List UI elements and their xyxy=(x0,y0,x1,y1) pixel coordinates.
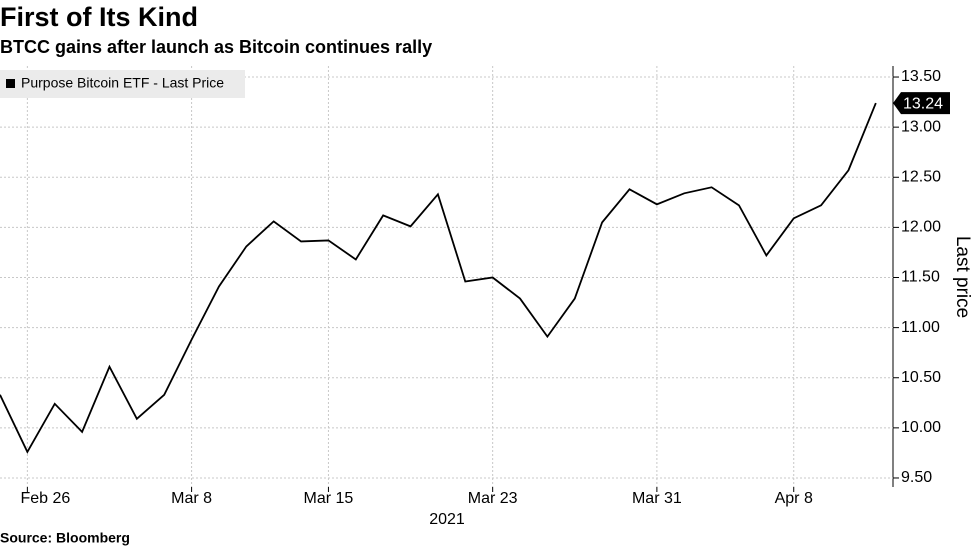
chart-title: First of Its Kind xyxy=(0,2,198,32)
value-tag xyxy=(893,92,950,115)
value-label: 13.24 xyxy=(903,95,943,112)
y-tick-label: 13.50 xyxy=(901,68,941,85)
y-axis-label: Last price xyxy=(952,236,973,318)
legend-swatch xyxy=(6,79,15,88)
y-tick-label: 9.50 xyxy=(901,469,932,486)
legend-label: Purpose Bitcoin ETF - Last Price xyxy=(21,75,224,91)
y-tick-label: 11.50 xyxy=(901,269,940,286)
y-tick-label: 10.50 xyxy=(901,369,941,386)
y-tick-label: 10.00 xyxy=(901,419,941,436)
y-tick-label: 11.00 xyxy=(901,319,940,336)
x-tick-label: Feb 26 xyxy=(20,490,70,507)
source: Source: Bloomberg xyxy=(0,530,130,546)
y-tick-label: 12.50 xyxy=(901,168,941,185)
chart-subtitle: BTCC gains after launch as Bitcoin conti… xyxy=(0,37,432,57)
x-axis-label: 2021 xyxy=(429,511,465,528)
y-tick-label: 13.00 xyxy=(901,118,941,135)
legend-box xyxy=(0,70,245,98)
x-tick-label: Mar 8 xyxy=(171,490,212,507)
line xyxy=(0,102,877,454)
x-tick-label: Mar 31 xyxy=(632,490,682,507)
x-tick-label: Mar 23 xyxy=(468,490,518,507)
x-tick-label: Mar 15 xyxy=(304,490,354,507)
y-tick-label: 12.00 xyxy=(901,219,941,236)
x-tick-label: Apr 8 xyxy=(775,490,813,507)
